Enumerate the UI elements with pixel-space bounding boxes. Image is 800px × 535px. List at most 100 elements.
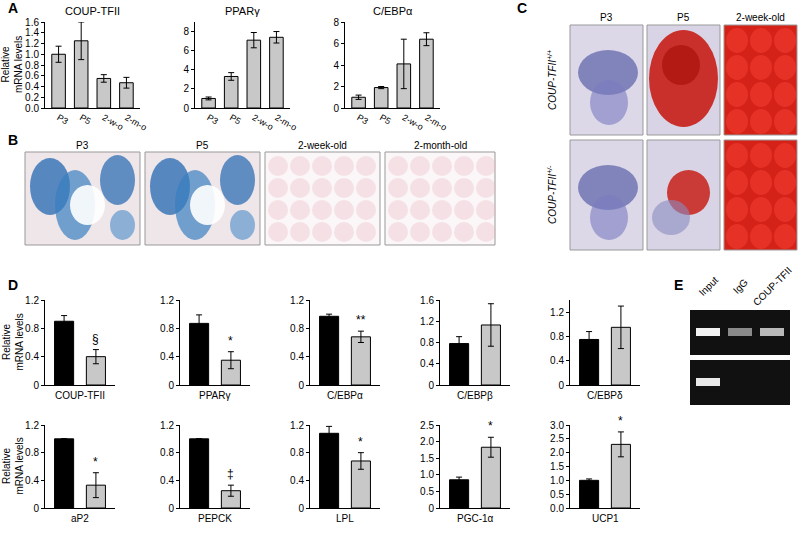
- svg-text:P5: P5: [677, 12, 690, 23]
- svg-text:RelativemRNA levels: RelativemRNA levels: [1, 437, 25, 494]
- svg-text:2-w-o: 2-w-o: [401, 112, 425, 132]
- svg-text:P5: P5: [196, 140, 209, 151]
- svg-text:0: 0: [168, 380, 174, 391]
- svg-text:4: 4: [183, 64, 189, 75]
- svg-text:E: E: [674, 277, 683, 293]
- svg-text:IgG: IgG: [731, 277, 750, 296]
- svg-text:1.0: 1.0: [550, 475, 564, 486]
- svg-text:**: **: [356, 313, 366, 327]
- svg-text:2-m-o: 2-m-o: [273, 112, 298, 132]
- svg-text:COUP-TFII: COUP-TFII: [65, 5, 120, 17]
- svg-text:1.2: 1.2: [160, 420, 174, 431]
- svg-text:1.2: 1.2: [420, 316, 434, 327]
- svg-text:1.2: 1.2: [550, 307, 564, 318]
- svg-text:*: *: [93, 455, 98, 469]
- svg-text:B: B: [8, 132, 18, 148]
- svg-text:0.4: 0.4: [290, 351, 304, 362]
- svg-text:1.4: 1.4: [25, 27, 39, 38]
- svg-text:A: A: [8, 0, 18, 16]
- svg-text:P3: P3: [55, 112, 70, 126]
- svg-text:1.2: 1.2: [290, 420, 304, 431]
- svg-text:0.4: 0.4: [290, 475, 304, 486]
- svg-text:0: 0: [33, 380, 39, 391]
- svg-text:0.5: 0.5: [420, 486, 434, 497]
- svg-text:0: 0: [183, 103, 189, 114]
- svg-text:8: 8: [183, 26, 189, 37]
- svg-text:6: 6: [333, 38, 339, 49]
- svg-text:2: 2: [183, 83, 189, 94]
- svg-text:4: 4: [333, 60, 339, 71]
- svg-text:1.5: 1.5: [420, 453, 434, 464]
- svg-text:UCP1: UCP1: [592, 513, 619, 524]
- svg-text:6: 6: [183, 45, 189, 56]
- svg-text:aP2: aP2: [71, 513, 89, 524]
- svg-text:COUP-TFII: COUP-TFII: [751, 265, 794, 308]
- svg-text:0.8: 0.8: [550, 331, 564, 342]
- svg-text:PGC-1α: PGC-1α: [457, 513, 494, 524]
- svg-text:*: *: [228, 334, 233, 348]
- svg-text:P3: P3: [600, 12, 613, 23]
- svg-text:*: *: [618, 414, 623, 428]
- svg-text:0: 0: [168, 503, 174, 514]
- svg-text:0: 0: [298, 503, 304, 514]
- svg-text:Input: Input: [697, 274, 721, 298]
- svg-text:1.2: 1.2: [25, 38, 39, 49]
- svg-text:1.5: 1.5: [550, 461, 564, 472]
- svg-text:1.6: 1.6: [420, 295, 434, 306]
- svg-text:1.0: 1.0: [420, 469, 434, 480]
- svg-text:2: 2: [333, 81, 339, 92]
- svg-text:0.8: 0.8: [25, 323, 39, 334]
- svg-text:*: *: [358, 435, 363, 449]
- svg-text:P5: P5: [228, 112, 243, 126]
- svg-text:P3: P3: [355, 112, 370, 126]
- svg-text:1.2: 1.2: [25, 420, 39, 431]
- svg-text:2-week-old: 2-week-old: [298, 140, 347, 151]
- svg-text:P3: P3: [205, 112, 220, 126]
- svg-text:D: D: [8, 277, 18, 293]
- svg-text:PPARγ: PPARγ: [199, 390, 231, 401]
- svg-text:P5: P5: [78, 112, 93, 126]
- svg-text:COUP-TFII​+/-​: COUP-TFII​+/-​: [546, 165, 558, 224]
- svg-text:P3: P3: [76, 140, 89, 151]
- svg-text:0.4: 0.4: [25, 81, 39, 92]
- svg-text:2.5: 2.5: [550, 433, 564, 444]
- svg-text:2-w-o: 2-w-o: [101, 112, 125, 132]
- svg-text:8: 8: [333, 17, 339, 28]
- svg-text:2.0: 2.0: [420, 436, 434, 447]
- svg-text:0.2: 0.2: [25, 92, 39, 103]
- svg-text:0.4: 0.4: [25, 351, 39, 362]
- svg-text:2-week-old: 2-week-old: [736, 12, 785, 23]
- svg-text:RelativemRNA levels: RelativemRNA levels: [0, 36, 24, 93]
- svg-text:0.4: 0.4: [25, 475, 39, 486]
- svg-text:COUP-TFII: COUP-TFII: [55, 390, 105, 401]
- svg-text:0: 0: [558, 380, 564, 391]
- svg-text:0.0: 0.0: [25, 103, 39, 114]
- svg-text:2-month-old: 2-month-old: [414, 140, 467, 151]
- svg-text:LPL: LPL: [336, 513, 354, 524]
- svg-text:COUP-TFII​+/+​: COUP-TFII​+/+​: [546, 50, 558, 110]
- svg-text:3.0: 3.0: [550, 420, 564, 431]
- svg-text:C/EBPα: C/EBPα: [327, 390, 363, 401]
- svg-text:RelativemRNA levels: RelativemRNA levels: [1, 313, 25, 370]
- svg-text:PEPCK: PEPCK: [198, 513, 232, 524]
- svg-text:1.2: 1.2: [25, 295, 39, 306]
- svg-text:0.8: 0.8: [420, 337, 434, 348]
- svg-text:2-m-o: 2-m-o: [123, 112, 148, 132]
- svg-text:0.8: 0.8: [160, 323, 174, 334]
- svg-text:0: 0: [298, 380, 304, 391]
- svg-text:*: *: [488, 419, 493, 433]
- svg-text:0.0: 0.0: [550, 503, 564, 514]
- svg-text:0.8: 0.8: [290, 447, 304, 458]
- svg-text:0.4: 0.4: [160, 475, 174, 486]
- svg-text:0.8: 0.8: [290, 323, 304, 334]
- svg-text:0.5: 0.5: [550, 489, 564, 500]
- svg-text:0: 0: [428, 380, 434, 391]
- svg-text:§: §: [92, 332, 99, 346]
- svg-text:1.2: 1.2: [290, 295, 304, 306]
- svg-text:PPARγ: PPARγ: [225, 5, 260, 17]
- svg-text:1.0: 1.0: [25, 49, 39, 60]
- svg-text:0.8: 0.8: [25, 447, 39, 458]
- svg-text:P5: P5: [378, 112, 393, 126]
- svg-text:C: C: [517, 0, 527, 16]
- svg-text:0.4: 0.4: [550, 355, 564, 366]
